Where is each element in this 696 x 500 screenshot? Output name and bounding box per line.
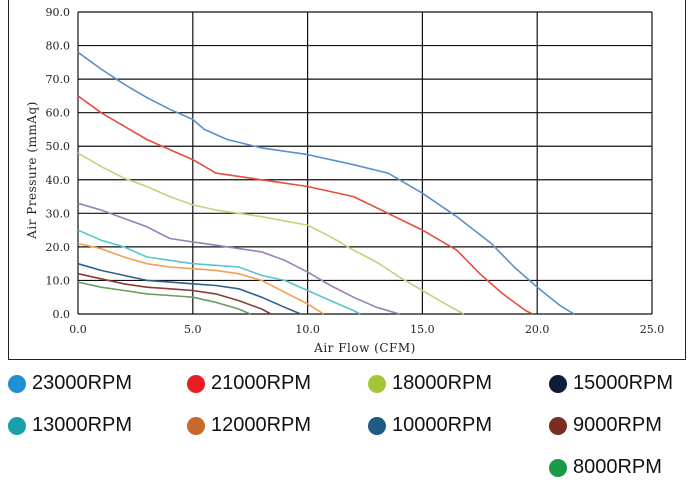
legend-label: 15000RPM	[573, 372, 674, 394]
legend-item: 13000RPM	[8, 414, 132, 437]
y-tick-label: 60.0	[46, 107, 71, 120]
legend-item: 18000RPM	[368, 372, 492, 395]
legend-dot-icon	[549, 416, 567, 435]
x-tick-label: 25.0	[640, 323, 665, 336]
legend-dot-icon	[368, 374, 386, 393]
y-tick-label: 40.0	[46, 174, 71, 187]
series-line-12000rpm	[77, 242, 325, 315]
legend-dot-icon	[187, 374, 205, 393]
series-line-9000rpm	[77, 272, 272, 315]
y-axis-title: Air Pressure (mmAq)	[25, 101, 39, 240]
x-tick-label: 0.0	[69, 323, 87, 336]
x-axis-title: Air Flow (CFM)	[313, 341, 416, 355]
series-line-23000rpm	[77, 51, 575, 315]
series-line-21000rpm	[77, 95, 533, 315]
legend-item: 8000RPM	[549, 456, 662, 479]
legend-label: 12000RPM	[211, 414, 312, 436]
legend-dot-icon	[8, 374, 26, 393]
legend-label: 13000RPM	[32, 414, 133, 436]
y-tick-label: 50.0	[46, 140, 71, 153]
legend-dot-icon	[549, 458, 567, 477]
legend-item: 15000RPM	[549, 372, 673, 395]
air-flow-pressure-chart: 0.0 5.0 10.0 15.0 20.0 25.0 0.0 10.0 20.0 30.0 40…	[25, 6, 664, 355]
legend-label: 23000RPM	[32, 372, 133, 394]
legend-dot-icon	[368, 416, 386, 435]
legend-label: 8000RPM	[573, 456, 662, 478]
grid	[77, 11, 653, 315]
legend-label: 10000RPM	[392, 414, 493, 436]
legend-item: 9000RPM	[549, 414, 662, 437]
x-tick-label: 10.0	[295, 323, 320, 336]
y-tick-label: 10.0	[46, 274, 71, 287]
x-tick-label: 5.0	[184, 323, 202, 336]
legend-item: 23000RPM	[8, 372, 132, 395]
series-lines	[77, 51, 575, 315]
x-tick-labels: 0.0 5.0 10.0 15.0 20.0 25.0	[69, 323, 664, 336]
x-tick-label: 15.0	[410, 323, 435, 336]
series-line-8000rpm	[77, 281, 251, 315]
legend-item: 21000RPM	[187, 372, 311, 395]
legend-item: 10000RPM	[368, 414, 492, 437]
y-tick-label: 20.0	[46, 241, 71, 254]
legend-dot-icon	[8, 416, 26, 435]
legend-label: 21000RPM	[211, 372, 312, 394]
y-tick-labels: 0.0 10.0 20.0 30.0 40.0 50.0 60.0 70.0 80.0 90.0	[46, 6, 71, 321]
legend-label: 18000RPM	[392, 372, 493, 394]
y-tick-label: 70.0	[46, 73, 71, 86]
y-tick-label: 30.0	[46, 207, 71, 220]
y-tick-label: 90.0	[46, 6, 71, 19]
series-line-18000rpm	[77, 152, 465, 315]
legend-item: 12000RPM	[187, 414, 311, 437]
y-tick-label: 80.0	[46, 40, 71, 53]
series-line-15000rpm	[77, 202, 400, 315]
legend-label: 9000RPM	[573, 414, 662, 436]
chart-frame: 0.0 5.0 10.0 15.0 20.0 25.0 0.0 10.0 20.0 30.0 40…	[8, 0, 686, 360]
series-line-13000rpm	[77, 229, 361, 315]
series-line-10000rpm	[77, 262, 302, 315]
x-tick-label: 20.0	[525, 323, 550, 336]
legend-dot-icon	[549, 374, 567, 393]
legend: 23000RPM 21000RPM 18000RPM 15000RPM 13000RPM…	[0, 362, 696, 500]
legend-dot-icon	[187, 416, 205, 435]
y-tick-label: 0.0	[53, 308, 71, 321]
